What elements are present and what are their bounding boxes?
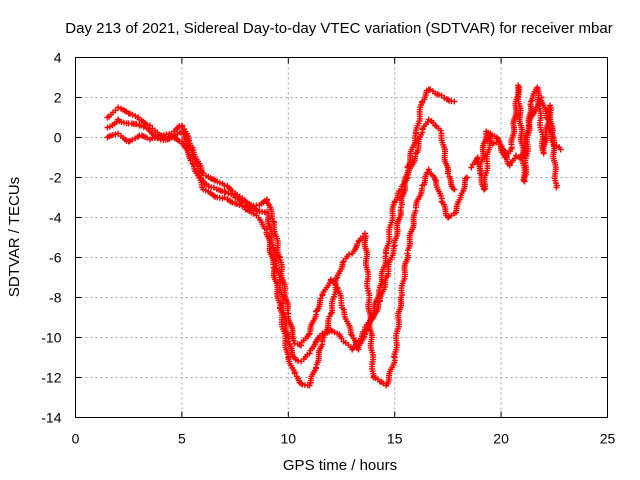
y-tick-label: -4 bbox=[49, 210, 62, 226]
data-point bbox=[168, 132, 175, 139]
data-point bbox=[187, 157, 194, 164]
data-point bbox=[210, 176, 217, 183]
data-point bbox=[437, 127, 444, 134]
data-point bbox=[511, 155, 518, 162]
data-point bbox=[444, 170, 451, 177]
data-point bbox=[312, 364, 319, 371]
data-point bbox=[468, 164, 475, 171]
y-tick-label: 2 bbox=[54, 90, 62, 106]
data-point bbox=[553, 184, 560, 191]
data-point bbox=[229, 199, 236, 206]
data-point bbox=[198, 169, 205, 176]
data-point bbox=[527, 98, 534, 105]
data-point bbox=[306, 350, 313, 357]
data-point bbox=[557, 146, 564, 153]
data-point bbox=[333, 275, 340, 282]
y-tick-label: -8 bbox=[49, 290, 62, 306]
data-point bbox=[493, 139, 500, 146]
chart-title: Day 213 of 2021, Sidereal Day-to-day VTE… bbox=[65, 20, 612, 37]
y-tick-label: -10 bbox=[41, 330, 61, 346]
data-point bbox=[451, 98, 458, 105]
data-point bbox=[464, 174, 471, 181]
y-tick-label: -6 bbox=[49, 250, 62, 266]
data-point bbox=[143, 134, 150, 141]
x-tick-label: 20 bbox=[493, 431, 509, 447]
data-point bbox=[444, 96, 451, 103]
data-point bbox=[216, 179, 223, 186]
x-tick-label: 15 bbox=[387, 431, 403, 447]
data-points bbox=[104, 82, 564, 389]
data-point bbox=[115, 104, 122, 111]
data-point bbox=[346, 251, 353, 258]
x-tick-label: 25 bbox=[600, 431, 616, 447]
data-point bbox=[481, 186, 488, 193]
y-tick-label: -2 bbox=[49, 170, 62, 186]
y-tick-label: -12 bbox=[41, 370, 61, 386]
x-tick-label: 5 bbox=[178, 431, 186, 447]
series-5 bbox=[476, 82, 560, 191]
data-point bbox=[372, 375, 379, 382]
data-point bbox=[451, 186, 458, 193]
data-point bbox=[340, 258, 347, 265]
x-axis-label: GPS time / hours bbox=[283, 457, 397, 474]
data-point bbox=[112, 131, 119, 138]
data-point bbox=[495, 138, 502, 145]
data-point bbox=[233, 200, 240, 207]
data-point bbox=[347, 331, 354, 338]
data-point bbox=[349, 346, 356, 353]
y-tick-label: 0 bbox=[54, 130, 62, 146]
data-point bbox=[129, 111, 136, 118]
data-point bbox=[189, 160, 196, 167]
data-point bbox=[133, 121, 140, 128]
x-tick-label: 10 bbox=[281, 431, 297, 447]
data-point bbox=[290, 337, 297, 344]
y-tick-label: -14 bbox=[41, 410, 61, 426]
series-2 bbox=[104, 116, 458, 365]
y-tick-label: 4 bbox=[54, 50, 62, 66]
data-point bbox=[438, 198, 445, 205]
data-point bbox=[338, 335, 345, 342]
data-point bbox=[349, 332, 356, 339]
x-tick-label: 0 bbox=[72, 431, 80, 447]
data-point bbox=[298, 342, 305, 349]
data-point bbox=[326, 313, 333, 320]
data-point bbox=[210, 184, 217, 191]
data-point bbox=[138, 122, 145, 129]
plot-frame bbox=[75, 57, 608, 418]
y-axis-label: SDTVAR / TECUs bbox=[6, 177, 23, 297]
data-point bbox=[306, 382, 313, 389]
data-point bbox=[327, 310, 334, 317]
data-point bbox=[225, 190, 232, 197]
series-3 bbox=[104, 130, 471, 389]
data-point bbox=[339, 259, 346, 266]
axis-tick-labels: 0 5 10 15 20 25 -14 -12 -10 -8 -6 -4 -2 0 2 4 bbox=[41, 50, 615, 447]
